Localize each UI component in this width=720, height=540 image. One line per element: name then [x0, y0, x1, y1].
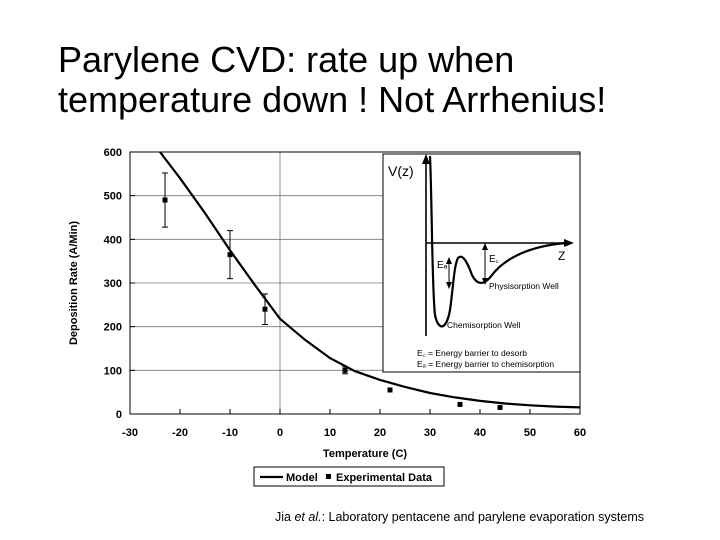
data-point — [497, 404, 503, 410]
inset-x-arrow — [564, 239, 574, 247]
potential-curve — [428, 155, 567, 328]
ed-arrow-head-down — [482, 278, 488, 285]
citation-authors: Jia — [275, 510, 291, 524]
x-axis-label: Temperature (C) — [323, 448, 407, 460]
citation-rest: : Laboratory pentacene and parylene evap… — [321, 510, 645, 524]
ea-label: Eₐ — [437, 260, 448, 271]
ea-arrow-head-down — [446, 282, 452, 289]
ed-note: E꜀ = Energy barrier to desorb — [417, 348, 527, 358]
physisorption-label: Physisorption Well — [489, 281, 559, 291]
data-point — [342, 367, 348, 373]
x-tick-label: 30 — [424, 427, 436, 439]
ed-arrow-head-up — [482, 243, 488, 250]
legend-box — [253, 466, 445, 487]
inset-y-label: V(z) — [388, 163, 414, 179]
y-tick-label: 600 — [104, 147, 122, 159]
x-tick-label: 40 — [474, 427, 486, 439]
experimental-points — [162, 172, 503, 410]
x-tick-labels: -30 -20 -10 0 10 20 30 40 50 60 — [122, 409, 586, 439]
citation-etal: et al. — [294, 510, 322, 524]
legend: Model Experimental Data — [253, 466, 445, 487]
ea-note: Eₐ = Energy barrier to chemisorption — [417, 359, 554, 369]
x-tick-label: 60 — [574, 427, 586, 439]
x-tick-label: 10 — [324, 427, 336, 439]
data-point — [457, 401, 463, 407]
y-tick-label: 0 — [116, 409, 122, 421]
data-point — [227, 252, 233, 258]
model-curve — [159, 151, 581, 409]
y-axis-label: Deposition Rate (A/Min) — [68, 221, 80, 345]
legend-data-label: Experimental Data — [336, 472, 433, 484]
chemisorption-label: Chemisorption Well — [447, 320, 521, 330]
y-tick-label: 300 — [104, 278, 122, 290]
deposition-rate-chart: 0 100 200 300 400 500 600 -30 -20 -10 0 10 20 30 40 50… — [68, 147, 586, 487]
x-tick-label: 20 — [374, 427, 386, 439]
x-tick-label: -20 — [172, 427, 188, 439]
x-tick-label: -30 — [122, 427, 138, 439]
y-tick-labels: 0 100 200 300 400 500 600 — [104, 147, 135, 421]
data-point — [387, 387, 393, 393]
y-tick-label: 100 — [104, 365, 122, 377]
x-tick-label: 0 — [277, 427, 283, 439]
title-line-1: Parylene CVD: rate up when — [58, 39, 515, 80]
citation: Jia et al.: Laboratory pentacene and par… — [275, 510, 644, 524]
data-point — [262, 306, 268, 312]
x-tick-label: -10 — [222, 427, 238, 439]
legend-model-label: Model — [286, 472, 318, 484]
data-point — [162, 197, 168, 203]
slide-title: Parylene CVD: rate up when temperature d… — [58, 40, 708, 120]
y-tick-label: 500 — [104, 191, 122, 203]
potential-inset: V(z) Z Eₐ E꜀ Physisorption Well Chemisor… — [382, 153, 581, 373]
ed-label: E꜀ — [489, 254, 500, 265]
y-tick-label: 400 — [104, 234, 122, 246]
inset-x-label: Z — [558, 249, 565, 263]
title-line-2: temperature down ! Not Arrhenius! — [58, 79, 607, 120]
ea-arrow-head-up — [446, 257, 452, 264]
inset-y-arrow — [422, 154, 430, 164]
inset-frame — [382, 153, 581, 373]
y-tick-label: 200 — [104, 322, 122, 334]
x-tick-label: 50 — [524, 427, 536, 439]
legend-data-swatch — [326, 474, 331, 479]
